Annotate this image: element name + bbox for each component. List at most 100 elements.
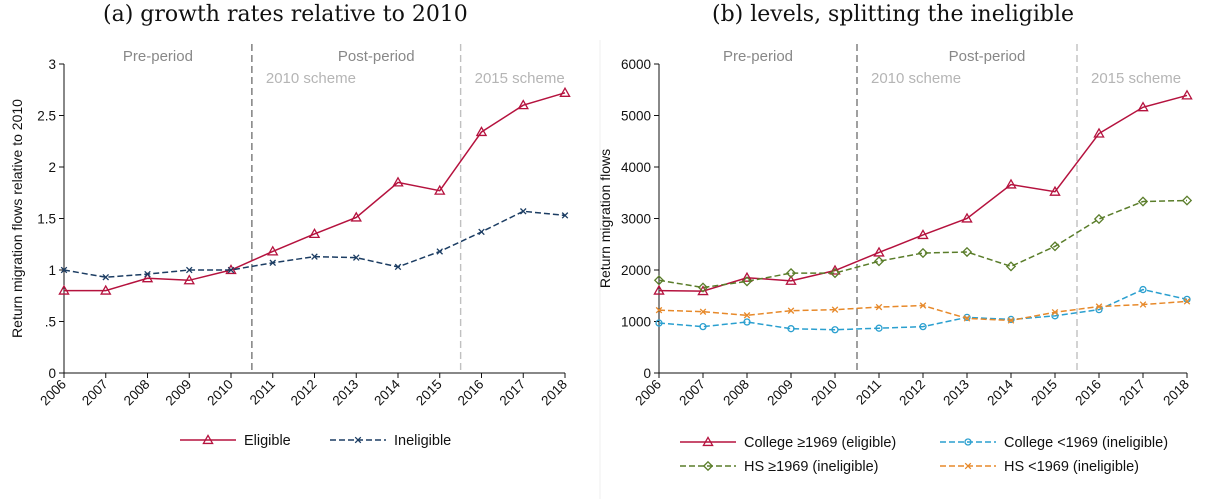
panel-b-plot: 0 1000 2000 3000 4000 5000 6000 2006 2007 2008 200…: [597, 44, 1193, 475]
panel-b-data-point: [741, 271, 753, 282]
panel-a-series-0: [58, 86, 571, 295]
panel-b-data-point: [1049, 185, 1061, 196]
panel-a-data-point: [100, 284, 112, 295]
panel-b-x-tick-label: 2008: [720, 377, 752, 409]
panel-a-y-tick-label: 1: [48, 263, 56, 278]
panel-b-series-line: [658, 199, 1188, 289]
panel-b-data-point: [1093, 213, 1105, 225]
panel-a-x-tick-label: 2012: [288, 377, 320, 409]
panel-b-data-point: [699, 322, 707, 331]
panel-b-legend-marker: [702, 460, 714, 472]
panel-a-x-tick-label: 2010: [204, 377, 236, 409]
panel-b-data-point: [873, 246, 885, 257]
panel-b-data-point: [653, 275, 665, 286]
panel-a-data-point: [392, 176, 404, 187]
panel-b-legend-item: HS <1969 (ineligible): [940, 459, 1139, 475]
panel-b-data-point: [875, 303, 883, 311]
panel-a-annot-post-period: Post-period: [338, 48, 415, 65]
panel-b-data-point: [1139, 301, 1147, 308]
panel-b-annot-2015-scheme: 2015 scheme: [1091, 70, 1181, 87]
panel-a-x-tick-label: 2017: [497, 377, 529, 409]
panel-a-legend-marker: [354, 436, 362, 444]
panel-b-data-point: [917, 247, 929, 259]
panel-b-series-3: [655, 298, 1191, 324]
panel-b-x-tick-label: 2006: [632, 377, 664, 409]
panel-a-data-point: [144, 270, 151, 278]
panel-b-x-tick-label: 2017: [1116, 377, 1148, 409]
panel-a-x-tick-label: 2009: [163, 377, 195, 409]
panel-b-y-tick-label: 1000: [621, 315, 651, 330]
panel-a-y-tick-label: 0: [48, 366, 56, 381]
panel-b-data-point: [961, 212, 973, 223]
panel-b-y-tick-label: 5000: [621, 109, 651, 124]
panel-b-y-tick-label: 2000: [621, 263, 651, 278]
panel-b-data-point: [961, 246, 973, 258]
panel-a-y-tick-label: 2.5: [37, 109, 56, 124]
panel-b-data-point: [1093, 127, 1105, 138]
panel-b-data-point: [699, 308, 707, 315]
panel-b-x-tick-label: 2013: [940, 377, 972, 409]
panel-a-annot-2010-scheme: 2010 scheme: [266, 70, 356, 87]
panel-a-data-point: [475, 126, 488, 137]
panel-b-legend-marker: [964, 462, 972, 470]
panel-b-data-point: [1007, 317, 1015, 324]
panel-b-x-tick-label: 2012: [896, 377, 928, 409]
panel-b-data-point: [919, 322, 927, 331]
panel-b-series-2: [653, 195, 1193, 293]
panel-a-y-tick-label: 2: [48, 160, 56, 175]
panel-a-data-point: [269, 259, 277, 267]
panel-a-data-point: [183, 274, 195, 285]
panel-a-data-point: [434, 184, 446, 195]
panel-a-legend-item: Ineligible: [330, 433, 451, 449]
panel-b-data-point: [1181, 89, 1193, 100]
panel-b-x-tick-label: 2010: [808, 377, 840, 409]
panel-b-data-point: [1007, 315, 1015, 324]
panel-a-data-point: [102, 273, 110, 281]
panel-a-x-tick-label: 2008: [121, 377, 153, 409]
panel-b-legend-item: College ≥1969 (eligible): [680, 435, 896, 451]
panel-b-data-point: [963, 315, 971, 322]
panel-a-series-line: [63, 210, 566, 278]
panel-b-data-point: [831, 326, 839, 334]
panel-b-x-tick-label: 2014: [984, 376, 1016, 408]
panel-b-x-tick-label: 2009: [764, 377, 796, 409]
panel-b-data-point: [785, 267, 797, 279]
panel-a-data-point: [561, 212, 569, 219]
panel-b-title: (b) levels, splitting the ineligible: [712, 2, 1075, 27]
panel-a-x-tick-label: 2007: [79, 377, 111, 409]
panel-a-legend-marker: [202, 434, 214, 445]
panel-a-annot-2015-scheme: 2015 scheme: [475, 70, 565, 87]
panel-b-data-point: [1051, 308, 1059, 316]
panel-b-x-tick-label: 2011: [853, 377, 884, 408]
panel-a-x-tick-label: 2015: [413, 377, 445, 409]
panel-b-data-point: [743, 318, 751, 326]
panel-a-y-axis-label: Return migration flows relative to 2010: [9, 99, 25, 338]
panel-b-series-line: [658, 300, 1188, 322]
panel-b-legend-label: College ≥1969 (eligible): [744, 435, 896, 451]
panel-a-data-point: [141, 272, 154, 283]
panel-b-data-point: [1139, 285, 1147, 294]
panel-a-y-tick-label: .5: [45, 315, 56, 330]
panel-a-legend-item: Eligible: [180, 433, 291, 449]
panel-b-series-0: [653, 89, 1193, 296]
panel-b-legend-label: HS ≥1969 (ineligible): [744, 459, 879, 475]
panel-b-data-point: [655, 319, 663, 327]
panel-b-y-tick-label: 4000: [621, 160, 651, 175]
panel-b-annot-2010-scheme: 2010 scheme: [871, 70, 961, 87]
panel-b-x-tick-label: 2007: [676, 377, 708, 409]
panel-b-data-point: [1095, 303, 1103, 310]
panel-b-y-tick-label: 6000: [621, 57, 651, 72]
panel-b-data-point: [1183, 298, 1191, 305]
panel-b-data-point: [1005, 178, 1017, 189]
panel-a-legend-label: Ineligible: [394, 433, 451, 449]
panel-b-data-point: [873, 256, 885, 267]
panel-a-data-point: [559, 86, 571, 97]
panel-b-y-tick-label: 0: [643, 366, 651, 381]
panel-b-legend-marker: [702, 436, 714, 447]
panel-a-data-point: [519, 208, 527, 215]
panel-b-x-tick-label: 2015: [1028, 377, 1060, 409]
panel-b-y-axis-label: Return migration flows: [597, 149, 613, 288]
panel-b-legend-item: HS ≥1969 (ineligible): [680, 459, 879, 475]
panel-b-data-point: [655, 306, 663, 314]
